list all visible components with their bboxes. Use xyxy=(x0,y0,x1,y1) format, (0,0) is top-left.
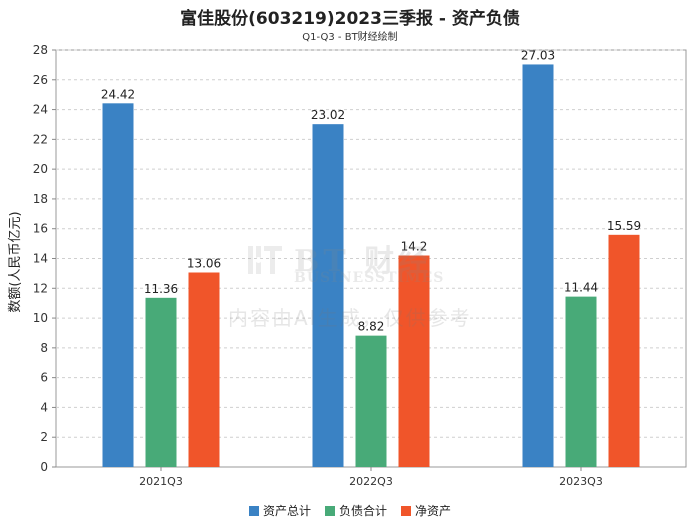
bar xyxy=(398,255,430,467)
y-tick-label: 10 xyxy=(33,311,48,325)
y-tick-label: 18 xyxy=(33,192,48,206)
chart-subtitle: Q1-Q3 - BT财经绘制 xyxy=(302,32,398,43)
legend-swatch xyxy=(324,505,335,516)
bar-value-label: 8.82 xyxy=(358,320,385,334)
y-tick-label: 24 xyxy=(33,103,48,117)
bar-value-label: 13.06 xyxy=(187,256,221,270)
x-tick-label: 2021Q3 xyxy=(139,475,183,488)
y-tick-label: 20 xyxy=(33,162,48,176)
y-tick-label: 0 xyxy=(40,460,48,474)
legend-item[interactable]: 资产总计 xyxy=(248,502,311,519)
bar-value-label: 15.59 xyxy=(607,219,641,233)
y-tick-label: 26 xyxy=(33,73,48,87)
y-tick-label: 22 xyxy=(33,132,48,146)
bar-value-label: 11.44 xyxy=(564,281,598,295)
legend-label: 负债合计 xyxy=(338,504,387,518)
bar xyxy=(312,124,344,467)
legend-swatch xyxy=(248,505,259,516)
legend-item[interactable]: 净资产 xyxy=(401,502,451,519)
bar xyxy=(355,335,387,467)
legend-swatch xyxy=(401,505,411,516)
y-tick-label: 12 xyxy=(33,281,48,295)
y-tick-label: 16 xyxy=(33,222,48,236)
bar xyxy=(565,296,597,467)
bar xyxy=(102,103,134,467)
bar-value-label: 23.02 xyxy=(311,108,345,122)
bar-value-label: 11.36 xyxy=(144,282,178,296)
x-tick-label: 2023Q3 xyxy=(559,475,603,488)
legend-item[interactable]: 负债合计 xyxy=(324,502,387,519)
bar xyxy=(188,272,220,467)
y-tick-label: 6 xyxy=(40,371,48,385)
y-tick-label: 4 xyxy=(40,400,48,414)
bar-value-label: 14.2 xyxy=(401,240,428,254)
legend-label: 净资产 xyxy=(415,504,452,518)
y-tick-label: 28 xyxy=(33,43,48,57)
bar xyxy=(145,297,177,467)
x-tick-label: 2022Q3 xyxy=(349,475,393,488)
bar-value-label: 27.03 xyxy=(521,48,555,62)
bar xyxy=(522,64,554,467)
chart-legend: 资产总计 负债合计 净资产 xyxy=(0,502,700,519)
chart-title: 富佳股份(603219)2023三季报 - 资产负债 xyxy=(180,9,520,29)
y-tick-label: 2 xyxy=(40,430,48,444)
y-tick-label: 8 xyxy=(40,341,48,355)
bar xyxy=(608,234,640,467)
bar-value-label: 24.42 xyxy=(101,87,135,101)
y-tick-label: 14 xyxy=(33,252,48,266)
legend-label: 资产总计 xyxy=(262,504,311,518)
